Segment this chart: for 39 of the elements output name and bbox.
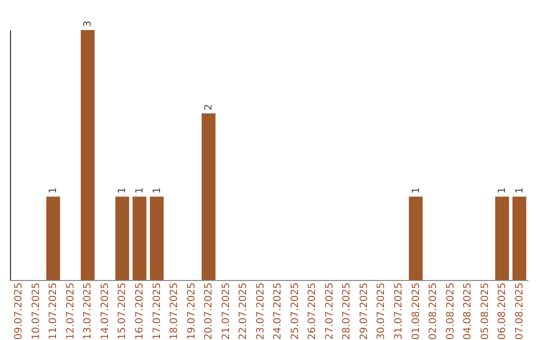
x-tick-label: 16.07.2025 bbox=[134, 282, 146, 340]
x-tick-label: 20.07.2025 bbox=[204, 282, 215, 340]
x-tick-label: 18.07.2025 bbox=[169, 282, 180, 340]
x-tick-label: 13.07.2025 bbox=[82, 282, 94, 340]
x-tick-label: 15.07.2025 bbox=[117, 282, 128, 340]
x-tick-label: 07.08.2025 bbox=[514, 282, 526, 340]
x-tick-label: 05.08.2025 bbox=[480, 282, 491, 340]
data-label: 3 bbox=[82, 20, 94, 27]
x-tick-label: 02.08.2025 bbox=[428, 282, 440, 340]
x-tick-label: 17.07.2025 bbox=[152, 282, 163, 340]
x-tick-label: 30.07.2025 bbox=[376, 282, 388, 340]
x-tick-label: 06.08.2025 bbox=[497, 282, 508, 340]
data-label: 1 bbox=[514, 187, 526, 194]
data-label: 1 bbox=[48, 187, 60, 194]
x-tick-label: 04.08.2025 bbox=[462, 282, 474, 340]
x-tick-label: 01.08.2025 bbox=[410, 282, 422, 340]
x-tick-label: 25.07.2025 bbox=[290, 282, 301, 340]
x-tick-label: 12.07.2025 bbox=[65, 282, 76, 340]
x-tick-label: 21.07.2025 bbox=[220, 282, 232, 340]
x-tick-label: 19.07.2025 bbox=[186, 282, 198, 340]
data-label: 1 bbox=[134, 187, 146, 194]
x-tick-label: 03.08.2025 bbox=[445, 282, 456, 340]
data-label: 1 bbox=[410, 187, 422, 194]
x-tick-label: 22.07.2025 bbox=[238, 282, 250, 340]
x-tick-label: 24.07.2025 bbox=[272, 282, 284, 340]
x-tick-label: 26.07.2025 bbox=[307, 282, 318, 340]
x-tick-label: 11.07.2025 bbox=[48, 282, 60, 340]
data-label: 1 bbox=[497, 187, 508, 194]
x-tick-label: 29.07.2025 bbox=[358, 282, 370, 340]
data-label: 1 bbox=[117, 187, 128, 194]
x-tick-label: 23.07.2025 bbox=[255, 282, 266, 340]
x-tick-label: 10.07.2025 bbox=[30, 282, 42, 340]
x-tick-label: 14.07.2025 bbox=[100, 282, 111, 340]
x-tick-label: 09.07.2025 bbox=[14, 282, 25, 340]
x-tick-label: 27.07.2025 bbox=[324, 282, 336, 340]
data-label: 1 bbox=[152, 187, 163, 194]
x-tick-label: 31.07.2025 bbox=[394, 282, 404, 340]
x-tick-label: 28.07.2025 bbox=[342, 282, 353, 340]
data-label: 2 bbox=[204, 104, 215, 110]
